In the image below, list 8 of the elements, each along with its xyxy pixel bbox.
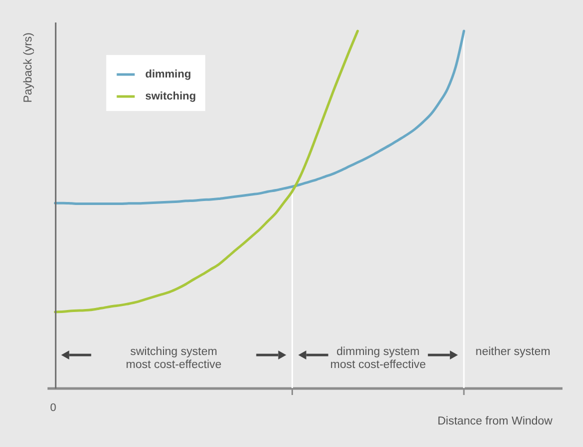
y-axis-title: Payback (yrs) <box>22 32 35 103</box>
annotation: switching system most cost-effective <box>126 346 222 371</box>
legend-label: switching <box>145 90 196 102</box>
annotation: neither system <box>476 346 550 358</box>
legend-label: dimming <box>145 68 192 80</box>
x-axis-title: Distance from Window <box>437 416 554 428</box>
annotation: dimming system most cost-effective <box>330 346 426 371</box>
text: 0 <box>50 402 56 414</box>
